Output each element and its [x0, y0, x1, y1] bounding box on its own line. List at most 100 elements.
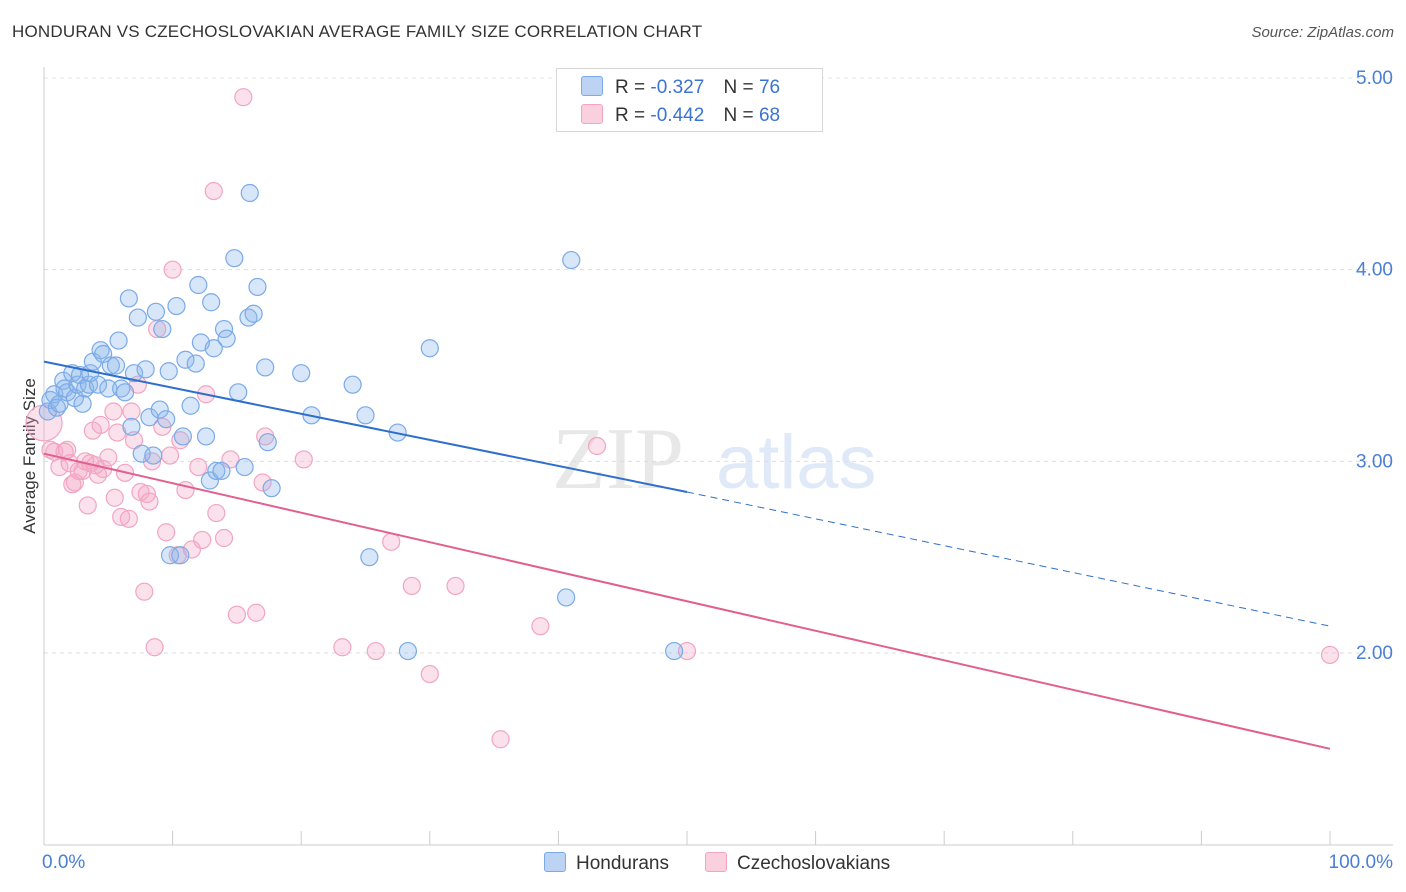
czechoslovakian-point — [124, 431, 144, 450]
honduran-point — [167, 296, 186, 316]
honduran-point — [562, 250, 581, 270]
honduran-point — [202, 293, 221, 312]
honduran-point — [665, 641, 684, 661]
honduran-point — [212, 461, 231, 481]
czechoslovakian-point — [1320, 645, 1340, 665]
honduran-point — [398, 641, 418, 661]
honduran-point — [119, 289, 138, 308]
czechoslovakian-point — [140, 492, 159, 511]
gridlines — [44, 77, 1393, 654]
czechoslovakian-point — [142, 452, 162, 471]
czechoslovakian-point — [135, 582, 154, 601]
legend-label-hondurans: Hondurans — [576, 853, 669, 874]
czechoslovakian-point — [587, 436, 607, 456]
honduran-point — [356, 406, 375, 425]
legend-row-hondurans: R = -0.327 N = 76 — [581, 76, 780, 99]
y-tick-label: 2.00 — [1356, 643, 1393, 664]
honduran-point — [207, 461, 226, 481]
legend-item-hondurans: Hondurans — [544, 852, 669, 875]
hondurans-points — [38, 183, 684, 661]
czechoslovakian-point — [677, 641, 697, 661]
legend-swatch-hondurans — [544, 852, 566, 872]
czechoslovakian-point — [382, 532, 401, 551]
honduran-point — [160, 546, 180, 565]
watermark-zip: ZIP — [552, 411, 684, 508]
honduran-point — [248, 277, 267, 297]
honduran-point — [144, 446, 163, 465]
x-tick-label-left: 0.0% — [42, 852, 86, 873]
honduran-point — [217, 329, 236, 348]
honduran-point — [128, 308, 147, 327]
czechoslovakian-point — [227, 605, 246, 624]
y-tick-label: 3.00 — [1356, 451, 1393, 472]
czechoslovakian-point — [163, 260, 182, 279]
honduran-point — [229, 383, 248, 402]
czechoslovakian-point — [420, 664, 439, 684]
czechoslovakian-point — [189, 457, 208, 477]
chart-title: HONDURAN VS CZECHOSLOVAKIAN AVERAGE FAMI… — [12, 22, 703, 41]
legend-label-czechoslovakians: Czechoslovakians — [737, 853, 891, 874]
czechoslovakian-point — [99, 448, 118, 467]
czechoslovakian-point — [122, 402, 141, 421]
honduran-point — [235, 457, 254, 477]
honduran-point — [88, 375, 108, 394]
czechoslovakian-point — [234, 88, 253, 107]
honduran-point — [343, 375, 362, 394]
czechoslovakians-trend-line — [43, 452, 1331, 750]
legend-swatch-czechoslovakians — [705, 852, 727, 872]
y-tick-label: 4.00 — [1356, 260, 1393, 281]
legend-r-value: -0.327 — [650, 77, 705, 98]
honduran-point — [101, 356, 120, 375]
honduran-point — [262, 479, 281, 498]
honduran-point — [124, 364, 144, 383]
honduran-point — [150, 400, 169, 419]
honduran-point — [109, 331, 128, 350]
legend-swatch-czechoslovakians — [581, 104, 603, 124]
honduran-point — [557, 588, 576, 607]
honduran-point — [256, 358, 275, 377]
czechoslovakian-point — [402, 576, 421, 596]
czechoslovakian-point — [160, 446, 180, 465]
czechoslovakian-point — [55, 442, 74, 461]
y-tick-labels: 2.00 3.00 4.00 5.00 — [1356, 68, 1393, 664]
honduran-point — [173, 427, 192, 446]
legend-n-value: 76 — [758, 77, 781, 98]
hondurans-trend-extension — [686, 491, 1331, 627]
legend-r-label: R = — [615, 77, 646, 98]
honduran-point — [189, 275, 208, 295]
czechoslovakian-point — [119, 509, 138, 528]
honduran-point — [153, 319, 172, 339]
czechoslovakian-point — [207, 503, 226, 523]
source-credit: Source: ZipAtlas.com — [1251, 24, 1394, 41]
legend-n-value: 68 — [758, 105, 781, 126]
czechoslovakian-point — [105, 488, 124, 507]
x-ticks — [43, 831, 1331, 845]
hondurans-trend-line — [43, 360, 688, 493]
honduran-point — [159, 362, 178, 381]
czechoslovakian-point — [193, 530, 212, 550]
honduran-point — [240, 183, 259, 203]
honduran-point — [258, 433, 277, 452]
legend-swatch-hondurans — [581, 76, 603, 96]
czechoslovakian-point — [204, 181, 223, 201]
czechoslovakian-point — [145, 638, 164, 657]
honduran-point — [106, 356, 126, 375]
czechoslovakian-point — [366, 641, 385, 661]
czechoslovakian-point — [294, 450, 313, 469]
honduran-point — [115, 383, 135, 402]
honduran-point — [146, 302, 165, 321]
honduran-point — [171, 546, 190, 565]
legend-n-label: N = — [723, 77, 754, 98]
honduran-point — [204, 339, 223, 358]
czechoslovakian-point — [78, 496, 97, 515]
honduran-point — [186, 354, 205, 373]
watermark: ZIP atlas — [552, 411, 877, 508]
honduran-point — [181, 396, 200, 415]
czechoslovakian-point — [157, 523, 176, 542]
czechoslovakian-point — [214, 528, 234, 548]
trend-lines — [43, 360, 1331, 750]
honduran-point — [176, 350, 195, 369]
watermark-atlas: atlas — [716, 420, 877, 505]
honduran-point — [420, 339, 439, 358]
